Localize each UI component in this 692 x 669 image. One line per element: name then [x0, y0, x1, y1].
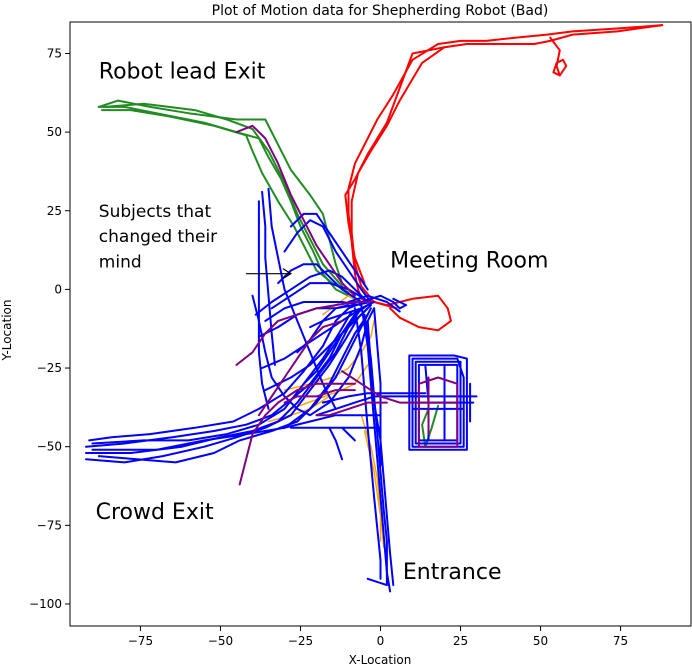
x-tick-label: 25: [453, 634, 468, 648]
series-1-track-3: [104, 102, 344, 288]
series-3-track-34: [414, 360, 462, 445]
x-tick-label: −50: [208, 634, 233, 648]
x-tick-label: −25: [288, 634, 313, 648]
series-4: [235, 124, 459, 486]
y-axis: −100 −75 −50 −25 0 25 50 75: [29, 46, 70, 611]
x-tick-label: 50: [533, 634, 548, 648]
series-4-track-0: [235, 124, 356, 297]
series-4-track-1: [235, 301, 372, 366]
series-2-track-5: [267, 395, 331, 423]
series-3-track-10: [261, 307, 363, 369]
chart-title: Plot of Motion data for Shepherding Robo…: [212, 3, 549, 19]
annotation-3: mind: [99, 252, 142, 272]
plot-area: Robot lead Exit Subjects that changed thei…: [85, 24, 664, 593]
series-3-track-25: [360, 304, 392, 593]
series-3-track-27: [366, 319, 395, 587]
annotation-0: Robot lead Exit: [99, 60, 266, 85]
annotation-arrow-head: [282, 268, 293, 280]
series-3-track-24: [353, 307, 382, 580]
y-axis-label: Y-Location: [0, 300, 14, 362]
y-tick-label: −100: [29, 597, 62, 611]
series-layer: [85, 24, 664, 593]
series-3-track-45: [309, 307, 363, 329]
y-tick-label: −25: [37, 361, 62, 375]
series-3-track-36: [408, 354, 468, 451]
series-3-track-23: [341, 426, 356, 442]
series-3-track-15: [283, 219, 372, 303]
y-tick-label: 0: [54, 282, 62, 296]
annotation-1: Subjects that: [99, 202, 212, 222]
x-axis-label: X-Location: [349, 653, 412, 667]
series-3-track-16: [289, 212, 369, 291]
series-3-track-19: [264, 301, 363, 322]
series-3-track-32: [347, 294, 401, 313]
annotation-2: changed their: [99, 227, 217, 247]
series-3-track-7: [251, 294, 376, 417]
series-3-track-11: [264, 307, 369, 392]
x-axis: −75 −50 −25 0 25 50 75: [128, 626, 628, 648]
series-4-track-5: [283, 389, 356, 404]
series-3-track-8: [254, 269, 369, 316]
series-1-track-2: [101, 109, 350, 294]
series-3-track-6: [97, 307, 372, 464]
annotation-6: Entrance: [403, 560, 502, 585]
annotations: Robot lead Exit Subjects that changed thei…: [96, 60, 549, 585]
y-tick-label: −75: [37, 518, 62, 532]
series-4-track-2: [238, 382, 356, 486]
series-3-track-17: [277, 263, 363, 303]
series-0-track-2: [549, 36, 568, 77]
series-3-track-4: [91, 313, 369, 451]
series-3-track-22: [328, 426, 344, 461]
series-3-track-44: [302, 313, 356, 385]
x-tick-label: 75: [613, 634, 628, 648]
series-4-track-3: [341, 370, 459, 404]
series-0-track-3: [344, 46, 446, 285]
annotation-4: Meeting Room: [390, 248, 548, 273]
y-tick-label: 50: [47, 125, 62, 139]
series-4-track-7: [417, 376, 459, 448]
series-3-track-12: [257, 200, 270, 410]
series-3-track-3: [88, 301, 366, 442]
series-0-track-0: [347, 24, 664, 332]
y-tick-label: 25: [47, 204, 62, 218]
y-tick-label: −50: [37, 440, 62, 454]
y-tick-label: 75: [47, 46, 62, 60]
series-3-track-21: [283, 414, 382, 429]
series-4-track-6: [257, 319, 344, 417]
series-0: [344, 24, 664, 332]
series-3-track-13: [261, 190, 276, 366]
series-3-track-5: [91, 310, 353, 445]
series-1-track-1: [97, 99, 356, 297]
x-tick-label: −75: [128, 634, 153, 648]
series-3-track-28: [373, 307, 382, 467]
x-tick-label: 0: [377, 634, 385, 648]
series-4-track-4: [315, 401, 388, 417]
series-3-track-2: [85, 304, 372, 464]
series-3-track-31: [360, 294, 408, 310]
annotation-5: Crowd Exit: [96, 500, 214, 525]
